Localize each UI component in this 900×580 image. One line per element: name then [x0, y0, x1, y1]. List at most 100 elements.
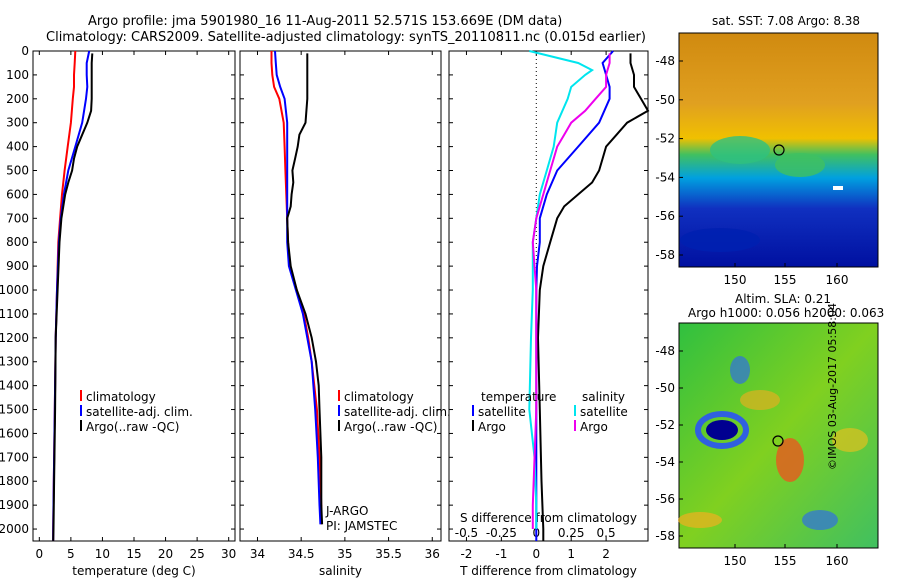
panel-frame [32, 50, 236, 542]
legend-swatch-s-satellite [574, 405, 576, 416]
x-tick-label: 34 [250, 547, 265, 561]
legend-diff-temperature: temperature [481, 390, 557, 404]
x-axis-label: T difference from climatology [459, 564, 637, 578]
top-tick-label: -0.25 [486, 526, 517, 540]
y-tick-label: 300 [6, 116, 29, 130]
map-y-tick-label: -48 [655, 54, 675, 68]
sla-title-1: Altim. SLA: 0.21 [735, 292, 832, 306]
x-tick-label: 2 [602, 547, 610, 561]
argo-location-marker-sla [772, 435, 784, 447]
series-satellite-adj-clim- [274, 50, 322, 525]
map-y-tick-label: -50 [655, 381, 675, 395]
map-x-tick-label: 155 [774, 273, 797, 287]
profile-panels: 0100200300400500600700800900100011001200… [0, 44, 650, 578]
y-tick-label: 1200 [0, 331, 29, 345]
map-x-tick-label: 150 [724, 273, 747, 287]
map-x-tick-label: 160 [826, 273, 849, 287]
map-axes: 150 155 160 -48 -50 -52 -54 -56 -58 150 155 160 -48 -… [655, 54, 848, 568]
top-tick-label: 0.25 [558, 526, 585, 540]
map-x-tick-label: 150 [724, 554, 747, 568]
y-tick-label: 1800 [0, 474, 29, 488]
y-tick-label: 1600 [0, 426, 29, 440]
series-temperature-argo [536, 53, 650, 541]
x-tick-label: 0 [35, 547, 43, 561]
y-tick-label: 1700 [0, 450, 29, 464]
panel-frame [448, 50, 649, 542]
x-tick-label: 30 [221, 547, 236, 561]
x-axis-label: temperature (deg C) [72, 564, 195, 578]
x-tick-label: 10 [95, 547, 110, 561]
legend-label-argo-2: Argo(..raw -QC) [344, 420, 438, 434]
panel-frame [239, 50, 442, 542]
legend-swatch-t-argo [472, 420, 474, 431]
y-tick-label: 600 [6, 187, 29, 201]
series-salinity-argo [531, 53, 611, 529]
annotation-jargo: J-ARGO [326, 504, 369, 518]
map-y-tick-label: -54 [655, 455, 675, 469]
legend-swatch-argo-2 [338, 420, 340, 431]
y-tick-label: 2000 [0, 522, 29, 536]
map-x-tick-label: 155 [774, 554, 797, 568]
top-axis-label: S difference from climatology [460, 511, 637, 525]
map-y-tick-label: -56 [655, 492, 675, 506]
argo-location-marker [773, 144, 785, 156]
top-tick-label: 0.5 [597, 526, 616, 540]
map-y-tick-label: -54 [655, 170, 675, 184]
legend-label-argo: Argo(..raw -QC) [86, 420, 180, 434]
sst-map [678, 32, 879, 268]
panel-1: 0100200300400500600700800900100011001200… [0, 44, 236, 578]
sst-title: sat. SST: 7.08 Argo: 8.38 [712, 14, 861, 28]
legend-label-s-satellite: satellite [580, 405, 628, 419]
legend-swatch-t-satellite [472, 405, 474, 416]
series-argo-raw-qc- [286, 53, 324, 525]
x-tick-label: 0 [532, 547, 540, 561]
sla-map [678, 322, 879, 549]
legend-label-t-satellite: satellite [478, 405, 526, 419]
x-tick-label: 5 [67, 547, 75, 561]
y-tick-label: 1400 [0, 379, 29, 393]
y-tick-label: 800 [6, 235, 29, 249]
annotation-pi: PI: JAMSTEC [326, 519, 398, 533]
x-tick-label: 34.5 [288, 547, 315, 561]
y-tick-label: 1000 [0, 283, 29, 297]
y-tick-label: 500 [6, 164, 29, 178]
y-tick-label: 200 [6, 92, 29, 106]
legend-label-satellite-2: satellite-adj. clim. [344, 405, 451, 419]
x-tick-label: -2 [460, 547, 472, 561]
y-tick-label: 700 [6, 211, 29, 225]
legend-label-satellite: satellite-adj. clim. [86, 405, 193, 419]
y-tick-label: 1100 [0, 307, 29, 321]
legend-diff-salinity: salinity [582, 390, 626, 404]
map-y-tick-label: -58 [655, 529, 675, 543]
y-tick-label: 1300 [0, 355, 29, 369]
legend-swatch-argo [80, 420, 82, 431]
x-tick-label: -1 [495, 547, 507, 561]
map-y-tick-label: -58 [655, 248, 675, 262]
map-y-tick-label: -52 [655, 132, 675, 146]
series-salinity-satellite [528, 50, 595, 529]
map-y-tick-label: -56 [655, 209, 675, 223]
x-tick-label: 15 [126, 547, 141, 561]
x-tick-label: 25 [189, 547, 204, 561]
watermark: ©IMOS 03-Aug-2017 05:58:04 [826, 303, 839, 470]
sla-title-2: Argo h1000: 0.056 h2000: 0.063 [688, 306, 885, 320]
x-tick-label: 35.5 [375, 547, 402, 561]
x-tick-label: 20 [158, 547, 173, 561]
x-tick-label: 36 [425, 547, 440, 561]
map-y-tick-label: -52 [655, 418, 675, 432]
series-argo-raw-qc- [52, 53, 94, 542]
legend-label-t-argo: Argo [478, 420, 506, 434]
legend-swatch-climatology-2 [338, 390, 340, 401]
legend-label-climatology: climatology [86, 390, 156, 404]
map-x-tick-label: 160 [826, 554, 849, 568]
y-tick-label: 1500 [0, 403, 29, 417]
y-tick-label: 1900 [0, 498, 29, 512]
header-line-2: Climatology: CARS2009. Satellite-adjuste… [46, 30, 646, 45]
legend-swatch-satellite-2 [338, 405, 340, 416]
map-y-tick-label: -50 [655, 93, 675, 107]
top-tick-label: -0.5 [455, 526, 478, 540]
legend-swatch-climatology [80, 390, 82, 401]
panel-3: -2 -1 0 1 2 T difference from climatology S di… [448, 50, 650, 578]
legend-label-climatology-2: climatology [344, 390, 414, 404]
